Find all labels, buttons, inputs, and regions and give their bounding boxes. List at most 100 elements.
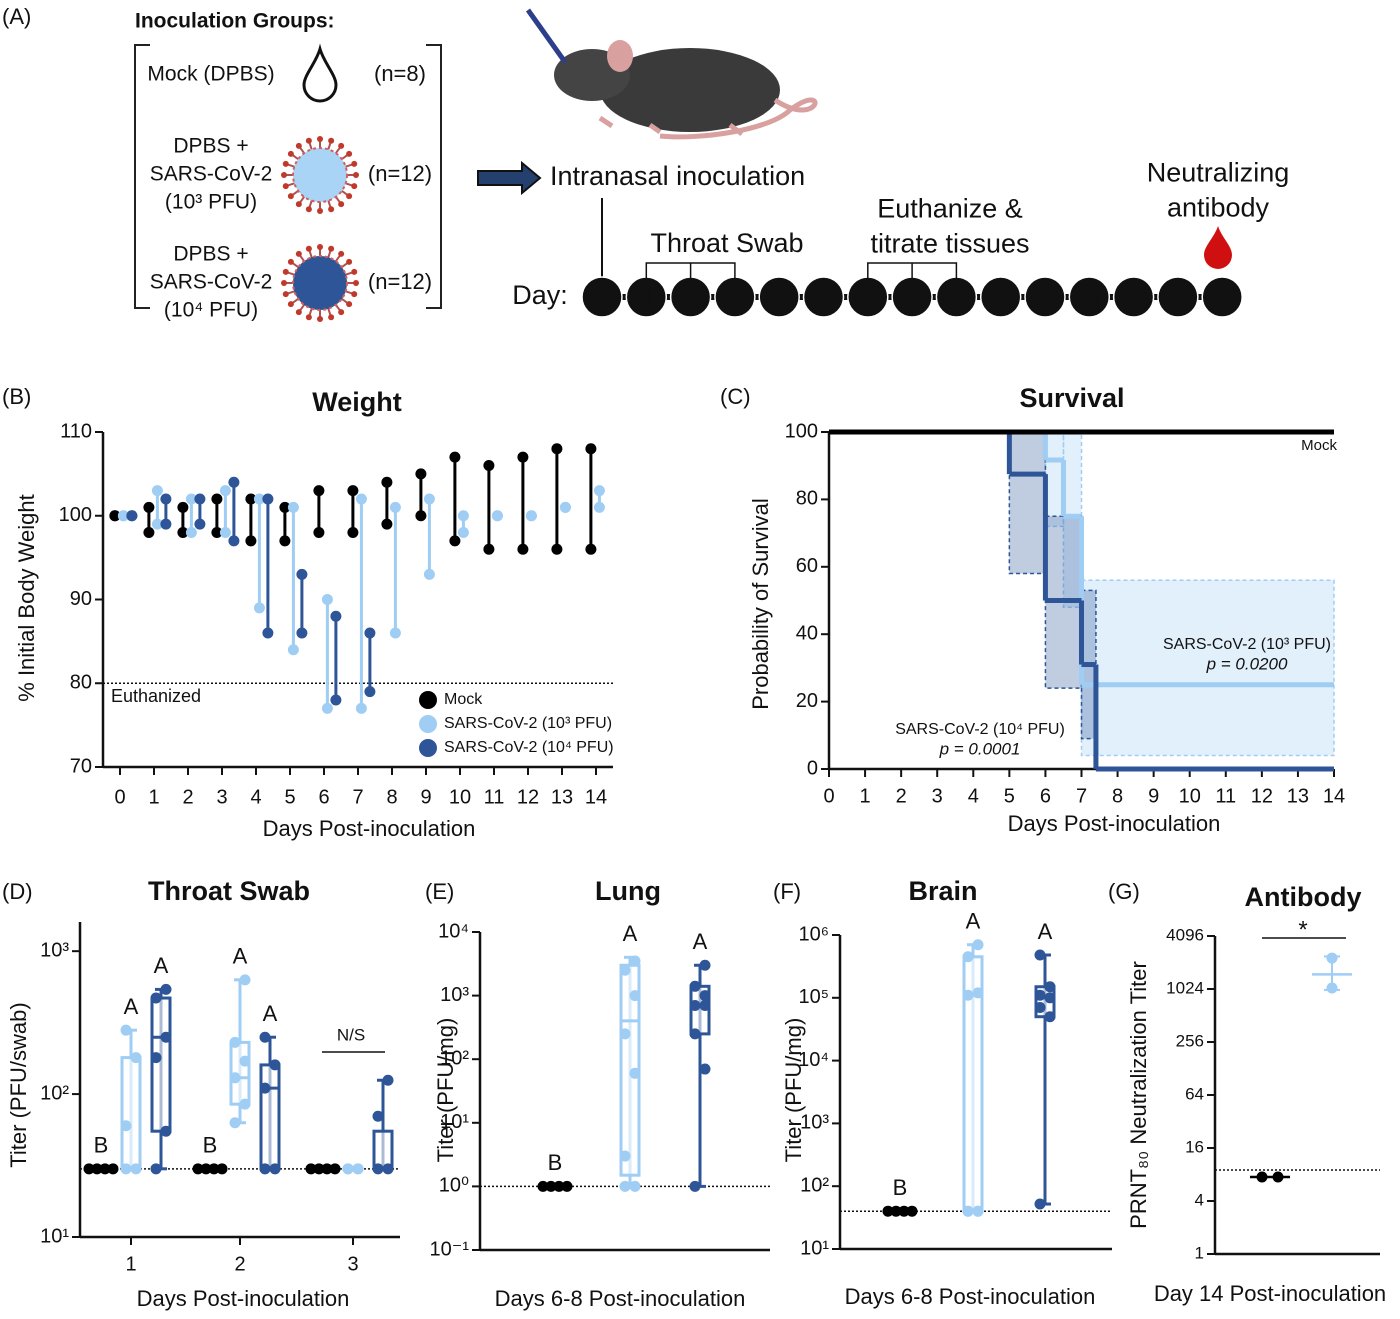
x-tick-label: 5 xyxy=(284,786,295,808)
day-number: 9 xyxy=(993,282,1007,312)
point xyxy=(253,493,265,505)
mouse-feet xyxy=(598,115,744,136)
panel-label: (B) xyxy=(2,384,31,409)
ci-band xyxy=(1008,431,1047,575)
x-tick-label: 6 xyxy=(318,786,329,808)
point xyxy=(1272,1171,1284,1183)
point xyxy=(1044,981,1056,993)
point xyxy=(219,527,231,538)
x-tick-label: 2 xyxy=(182,786,193,808)
legend-label: SARS-CoV-2 (10⁴ PFU) xyxy=(444,739,614,756)
point xyxy=(321,702,333,714)
y-tick-label: 10¹ xyxy=(40,1225,69,1247)
y-tick-label: 10⁻¹ xyxy=(430,1238,470,1260)
point xyxy=(160,493,172,505)
virus-spike-tip xyxy=(346,150,353,157)
point xyxy=(150,1052,162,1064)
point xyxy=(143,527,155,538)
point xyxy=(109,510,121,522)
x-tick-label: 7 xyxy=(1076,785,1087,807)
y-tick-label: 80 xyxy=(70,672,92,694)
point xyxy=(551,443,563,455)
x-tick-label: 1 xyxy=(125,1253,136,1275)
point xyxy=(1034,1002,1046,1014)
virus-spike-tip xyxy=(351,183,358,190)
point xyxy=(619,1180,631,1192)
virus-spike-tip xyxy=(338,201,345,208)
point xyxy=(699,1063,711,1075)
virus-spike-tip xyxy=(353,280,359,286)
virus-spike-tip xyxy=(351,268,358,275)
x-tick-label: 13 xyxy=(551,786,573,808)
point xyxy=(279,501,291,513)
point xyxy=(389,627,401,639)
point xyxy=(1044,1011,1056,1023)
route-label: Intranasal inoculation xyxy=(550,161,805,191)
virus-spike-tip xyxy=(281,280,287,286)
y-tick-label: 10⁶ xyxy=(799,923,829,945)
point xyxy=(962,989,974,1001)
point xyxy=(972,987,984,999)
x-tick-label: 4 xyxy=(250,786,261,808)
ns-label: N/S xyxy=(337,1025,365,1044)
day-number: 3 xyxy=(728,282,742,312)
day-circle xyxy=(581,276,623,318)
virus-spike-tip xyxy=(295,201,302,208)
group-letter: A xyxy=(233,944,248,969)
x-tick-label: 0 xyxy=(823,785,834,807)
y-axis-label: % Initial Body Weight xyxy=(14,494,39,701)
chart-title: Throat Swab xyxy=(148,876,310,906)
point xyxy=(962,951,974,963)
virus-spike-tip xyxy=(282,160,289,167)
group-letter: B xyxy=(94,1133,109,1158)
threshold-label: Euthanized xyxy=(111,686,201,706)
point xyxy=(262,493,274,505)
virus-spike-tip xyxy=(282,268,289,275)
day-number: 5 xyxy=(816,282,830,312)
point xyxy=(120,1024,132,1036)
point xyxy=(629,955,641,967)
virus-spike-tip xyxy=(346,301,353,308)
x-tick-label: 7 xyxy=(352,786,363,808)
group-letter: B xyxy=(893,1175,908,1200)
point xyxy=(699,990,711,1002)
legend-label: SARS-CoV-2 (10³ PFU) xyxy=(444,715,612,732)
x-axis-label: Days 6-8 Post-inoculation xyxy=(845,1284,1096,1309)
point xyxy=(269,1163,281,1175)
y-tick-label: 10² xyxy=(40,1082,69,1104)
point xyxy=(382,1074,394,1086)
day-number: 11 xyxy=(1080,285,1101,310)
point xyxy=(537,1180,549,1192)
point xyxy=(259,1082,271,1094)
day-number: 8 xyxy=(949,282,963,312)
x-tick-label: 10 xyxy=(1179,785,1201,807)
point xyxy=(491,510,503,522)
day-number: 1 xyxy=(639,282,653,312)
day-number: 12 xyxy=(1123,285,1145,310)
day-circle xyxy=(1024,276,1066,318)
point xyxy=(185,527,197,538)
point xyxy=(372,1163,384,1175)
blood-drop xyxy=(1204,226,1232,269)
point xyxy=(296,568,308,580)
group-label: DPBS + xyxy=(173,243,248,266)
y-tick-label: 256 xyxy=(1176,1031,1204,1050)
point xyxy=(160,983,172,995)
y-tick-label: 40 xyxy=(796,622,818,644)
day-number: 0 xyxy=(595,282,609,312)
series-label: Mock xyxy=(1301,437,1337,454)
x-tick-label: 8 xyxy=(1112,785,1123,807)
y-axis-label: PRNT₈₀ Neutralization Titer xyxy=(1126,961,1151,1229)
point xyxy=(559,501,571,513)
point xyxy=(882,1205,894,1217)
day-number: 14 xyxy=(1212,285,1235,310)
virus-spike-tip xyxy=(287,258,294,265)
virus-spike-tip xyxy=(346,193,353,200)
event-label: Throat Swab xyxy=(650,228,803,258)
y-tick-label: 70 xyxy=(70,755,92,777)
virus-spike-tip xyxy=(317,316,323,322)
point xyxy=(585,543,597,555)
point xyxy=(229,1117,241,1129)
y-tick-label: 110 xyxy=(60,420,92,442)
x-tick-label: 1 xyxy=(148,786,159,808)
